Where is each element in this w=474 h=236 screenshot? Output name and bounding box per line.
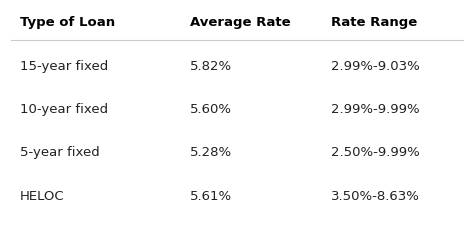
Text: 3.50%-8.63%: 3.50%-8.63% (331, 190, 420, 203)
Text: 5.82%: 5.82% (190, 60, 232, 73)
Text: 5-year fixed: 5-year fixed (20, 147, 100, 160)
Text: 10-year fixed: 10-year fixed (20, 103, 109, 116)
Text: 15-year fixed: 15-year fixed (20, 60, 109, 73)
Text: 5.61%: 5.61% (190, 190, 232, 203)
Text: HELOC: HELOC (20, 190, 65, 203)
Text: 2.50%-9.99%: 2.50%-9.99% (331, 147, 420, 160)
Text: 2.99%-9.03%: 2.99%-9.03% (331, 60, 420, 73)
Text: Type of Loan: Type of Loan (20, 16, 115, 29)
Text: Rate Range: Rate Range (331, 16, 418, 29)
Text: 2.99%-9.99%: 2.99%-9.99% (331, 103, 420, 116)
Text: 5.60%: 5.60% (190, 103, 232, 116)
Text: 5.28%: 5.28% (190, 147, 232, 160)
Text: Average Rate: Average Rate (190, 16, 291, 29)
